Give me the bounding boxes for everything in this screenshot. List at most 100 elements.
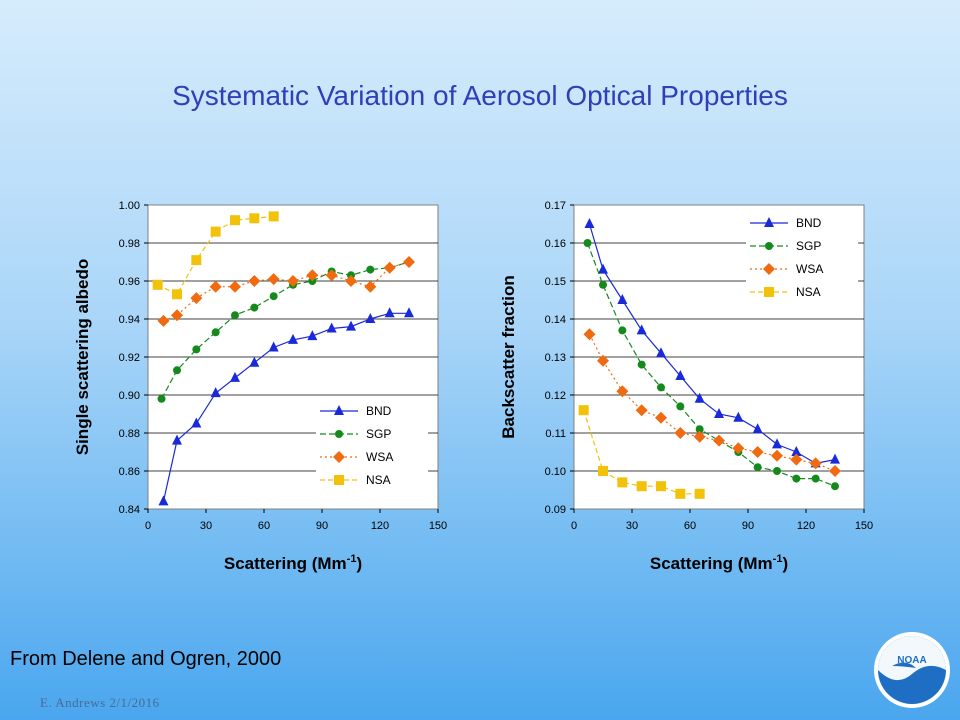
- series-bnd: [158, 307, 414, 506]
- data-point-nsa: [172, 289, 182, 300]
- data-point-wsa: [171, 309, 183, 322]
- x-tick-label: 120: [797, 520, 815, 532]
- y-tick-label: 0.86: [119, 466, 140, 478]
- legend-marker-sgp: [765, 242, 773, 250]
- data-point-sgp: [753, 463, 762, 472]
- data-point-bnd: [752, 423, 763, 434]
- data-point-nsa: [694, 488, 705, 499]
- legend-label-bnd: BND: [366, 404, 392, 418]
- data-point-wsa: [209, 280, 222, 293]
- data-point-bnd: [617, 294, 628, 304]
- data-point-sgp: [366, 265, 375, 274]
- x-tick-label: 90: [742, 520, 754, 532]
- legend-marker-bnd: [334, 405, 344, 415]
- data-point-sgp: [618, 326, 627, 335]
- data-point-sgp: [637, 360, 646, 369]
- legend-label-sgp: SGP: [366, 427, 391, 441]
- series-nsa: [152, 211, 279, 300]
- data-point-nsa: [268, 211, 279, 222]
- data-point-wsa: [229, 280, 241, 293]
- data-point-bnd: [191, 417, 202, 428]
- series-wsa: [157, 256, 415, 327]
- data-point-wsa: [597, 354, 609, 367]
- data-point-sgp: [831, 482, 839, 491]
- data-point-bnd: [249, 356, 260, 367]
- data-point-wsa: [790, 453, 803, 466]
- data-point-nsa: [598, 466, 608, 476]
- data-point-bnd: [210, 387, 221, 398]
- x-tick-label: 120: [371, 520, 389, 532]
- slide-title: Systematic Variation of Aerosol Optical …: [172, 80, 788, 111]
- y-tick-label: 0.15: [545, 276, 566, 288]
- data-point-bnd: [830, 453, 840, 464]
- x-tick-label: 60: [684, 520, 696, 532]
- legend-marker-sgp: [335, 430, 343, 438]
- data-point-bnd: [288, 333, 298, 344]
- data-point-wsa: [345, 275, 357, 287]
- data-point-wsa: [674, 427, 687, 439]
- data-point-sgp: [269, 292, 278, 301]
- backscatter-chart: 0.09 0.10 0.11 0.12 0.13 0.14 0.15 0.16 0.17 0 30 6…: [499, 200, 873, 573]
- legend-marker-bnd: [764, 217, 774, 227]
- x-tick-label: 150: [855, 520, 873, 532]
- y-tick-label: 0.09: [545, 504, 566, 516]
- albedo-chart: 0.84 0.86 0.88 0.90 0.92 0.94 0.96 0.98 1.00 0 30 6…: [73, 200, 447, 573]
- data-point-wsa: [829, 465, 841, 477]
- noaa-logo-text: NOAA: [897, 655, 926, 666]
- data-point-sgp: [811, 474, 820, 483]
- data-point-wsa: [809, 457, 822, 470]
- legend-marker-nsa: [764, 287, 774, 297]
- data-point-sgp: [599, 280, 607, 289]
- y-tick-label: 0.11: [545, 428, 566, 440]
- data-point-bnd: [675, 370, 686, 380]
- data-point-bnd: [733, 411, 744, 422]
- data-point-sgp: [157, 394, 166, 403]
- data-point-sgp: [231, 311, 239, 320]
- y-tick-label: 0.92: [119, 352, 140, 364]
- y-tick-label: 0.17: [545, 200, 566, 212]
- y-axis-label: Single scattering albedo: [73, 259, 92, 456]
- data-point-bnd: [365, 313, 376, 323]
- data-point-wsa: [713, 434, 725, 447]
- y-tick-label: 0.90: [119, 390, 140, 402]
- legend-label-nsa: NSA: [796, 285, 821, 299]
- data-point-nsa: [578, 405, 589, 416]
- data-point-wsa: [248, 275, 261, 287]
- data-point-bnd: [772, 438, 782, 449]
- y-tick-label: 0.12: [545, 390, 566, 402]
- x-tick-label: 150: [429, 520, 447, 532]
- data-point-wsa: [306, 269, 319, 282]
- data-point-nsa: [636, 481, 647, 492]
- legend: BND SGP WSA NSA: [316, 401, 428, 497]
- data-point-sgp: [657, 383, 665, 392]
- x-tick-label: 30: [626, 520, 638, 532]
- x-axis-label: Scattering (Mm-1): [224, 553, 362, 573]
- data-point-wsa: [383, 261, 396, 274]
- data-point-wsa: [364, 280, 377, 293]
- data-point-wsa: [325, 269, 338, 282]
- data-point-wsa: [751, 446, 764, 458]
- data-point-wsa: [693, 430, 706, 443]
- data-point-bnd: [636, 324, 647, 335]
- y-axis-label: Backscatter fraction: [499, 275, 518, 438]
- citation-text: From Delene and Ogren, 2000: [10, 648, 282, 670]
- y-tick-label: 0.10: [545, 466, 566, 478]
- y-tick-label: 0.88: [119, 428, 140, 440]
- legend-marker-nsa: [334, 475, 344, 485]
- data-point-bnd: [172, 434, 182, 445]
- series-wsa: [583, 328, 841, 477]
- legend: BND SGP WSA NSA: [746, 213, 858, 309]
- x-tick-label: 0: [145, 520, 151, 532]
- data-point-bnd: [598, 263, 608, 274]
- data-point-wsa: [267, 273, 280, 286]
- data-point-bnd: [694, 392, 705, 403]
- data-point-wsa: [616, 385, 629, 398]
- data-point-nsa: [210, 226, 221, 237]
- data-point-sgp: [583, 239, 592, 247]
- y-tick-label: 0.98: [119, 238, 140, 250]
- footer-author-date: E. Andrews 2/1/2016: [40, 695, 160, 710]
- data-point-wsa: [287, 275, 299, 287]
- data-point-sgp: [173, 366, 181, 375]
- y-tick-label: 1.00: [119, 200, 140, 212]
- legend-marker-wsa: [763, 263, 775, 275]
